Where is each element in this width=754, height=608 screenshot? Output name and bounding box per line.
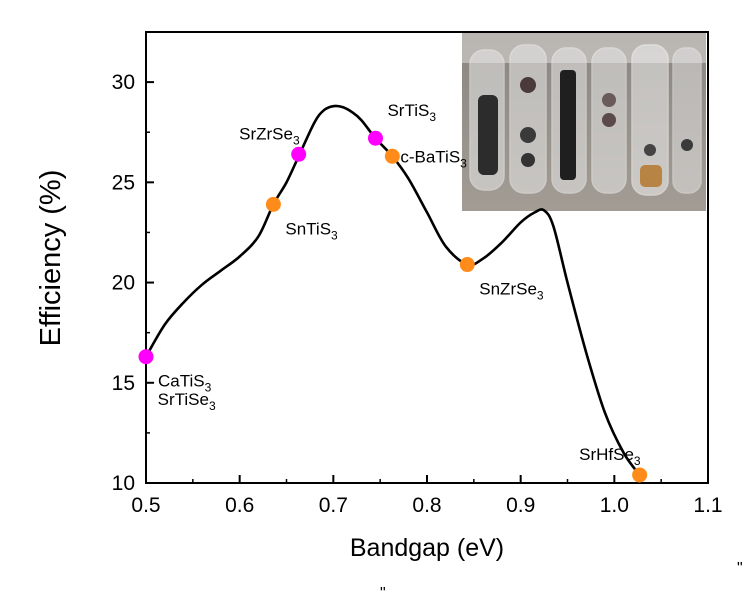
data-points-layer bbox=[138, 130, 648, 483]
x-tick-label: 0.8 bbox=[412, 494, 441, 517]
compound-name: SnZrSe bbox=[479, 280, 537, 299]
data-point bbox=[265, 196, 281, 212]
ampoule-1 bbox=[469, 49, 505, 191]
data-point bbox=[291, 146, 307, 162]
ampoule-4 bbox=[591, 47, 627, 194]
x-tick-label: 0.5 bbox=[131, 494, 160, 517]
data-point bbox=[459, 257, 475, 273]
ampoule-5 bbox=[631, 44, 669, 196]
x-tick-label: 0.6 bbox=[225, 494, 254, 517]
y-tick-label: 10 bbox=[112, 472, 135, 495]
compound-name: SnTiS bbox=[285, 219, 331, 238]
y-tick-label: 20 bbox=[112, 272, 135, 295]
compound-label: SrTiSe3 bbox=[158, 390, 216, 413]
compound-name: SrTiSe bbox=[158, 390, 209, 409]
compound-subscript: 3 bbox=[634, 454, 641, 468]
x-axis-title: Bandgap (eV) bbox=[350, 534, 504, 562]
compound-name: CaTiS bbox=[158, 372, 205, 391]
x-tick-label: 1.0 bbox=[600, 494, 629, 517]
y-axis-title: Efficiency (%) bbox=[35, 170, 67, 347]
x-tick-label: 0.9 bbox=[506, 494, 535, 517]
ampoule-6 bbox=[672, 47, 702, 194]
compound-label: SrTiS3 bbox=[387, 101, 436, 124]
ampoule-3 bbox=[551, 47, 587, 194]
compound-subscript: 3 bbox=[205, 381, 212, 395]
compound-subscript: 3 bbox=[331, 228, 338, 242]
data-point bbox=[138, 349, 154, 365]
inset-photo bbox=[462, 33, 706, 211]
compound-label: c-BaTiS3 bbox=[400, 147, 467, 170]
data-point bbox=[632, 467, 648, 483]
compound-label: SnTiS3 bbox=[285, 219, 338, 242]
data-point bbox=[384, 148, 400, 164]
compound-label: SnZrSe3 bbox=[479, 280, 544, 303]
compound-subscript: 3 bbox=[429, 110, 436, 124]
compound-label: SrZrSe3 bbox=[239, 124, 300, 147]
compound-name: c-BaTiS bbox=[400, 147, 460, 166]
y-tick-label: 30 bbox=[112, 71, 135, 94]
compound-label: CaTiS3 bbox=[158, 372, 212, 395]
stray-quote-mark: " bbox=[380, 585, 386, 602]
compound-label: SrHfSe3 bbox=[579, 445, 641, 468]
compound-subscript: 3 bbox=[460, 156, 467, 170]
ampoule-2 bbox=[509, 44, 547, 194]
compound-name: SrZrSe bbox=[239, 124, 293, 143]
axis-ticks: 0.5 0.6 0.7 0.8 0.9 1.0 1.1 10 15 20 25 30 bbox=[112, 71, 723, 517]
compound-subscript: 3 bbox=[293, 133, 300, 147]
x-tick-label: 1.1 bbox=[693, 494, 722, 517]
y-tick-label: 15 bbox=[112, 372, 135, 395]
data-point bbox=[367, 130, 383, 146]
stray-quote-mark: " bbox=[737, 560, 743, 577]
compound-name: SrHfSe bbox=[579, 445, 634, 464]
y-tick-label: 25 bbox=[112, 171, 135, 194]
compound-subscript: 3 bbox=[537, 289, 544, 303]
point-labels-layer: CaTiS3SnTiS3SrZrSe3SrTiS3c-BaTiS3SnZrSe3… bbox=[158, 101, 641, 468]
compound-subscript: 3 bbox=[209, 399, 216, 413]
x-tick-label: 0.7 bbox=[319, 494, 348, 517]
compound-name: SrTiS bbox=[387, 101, 429, 120]
